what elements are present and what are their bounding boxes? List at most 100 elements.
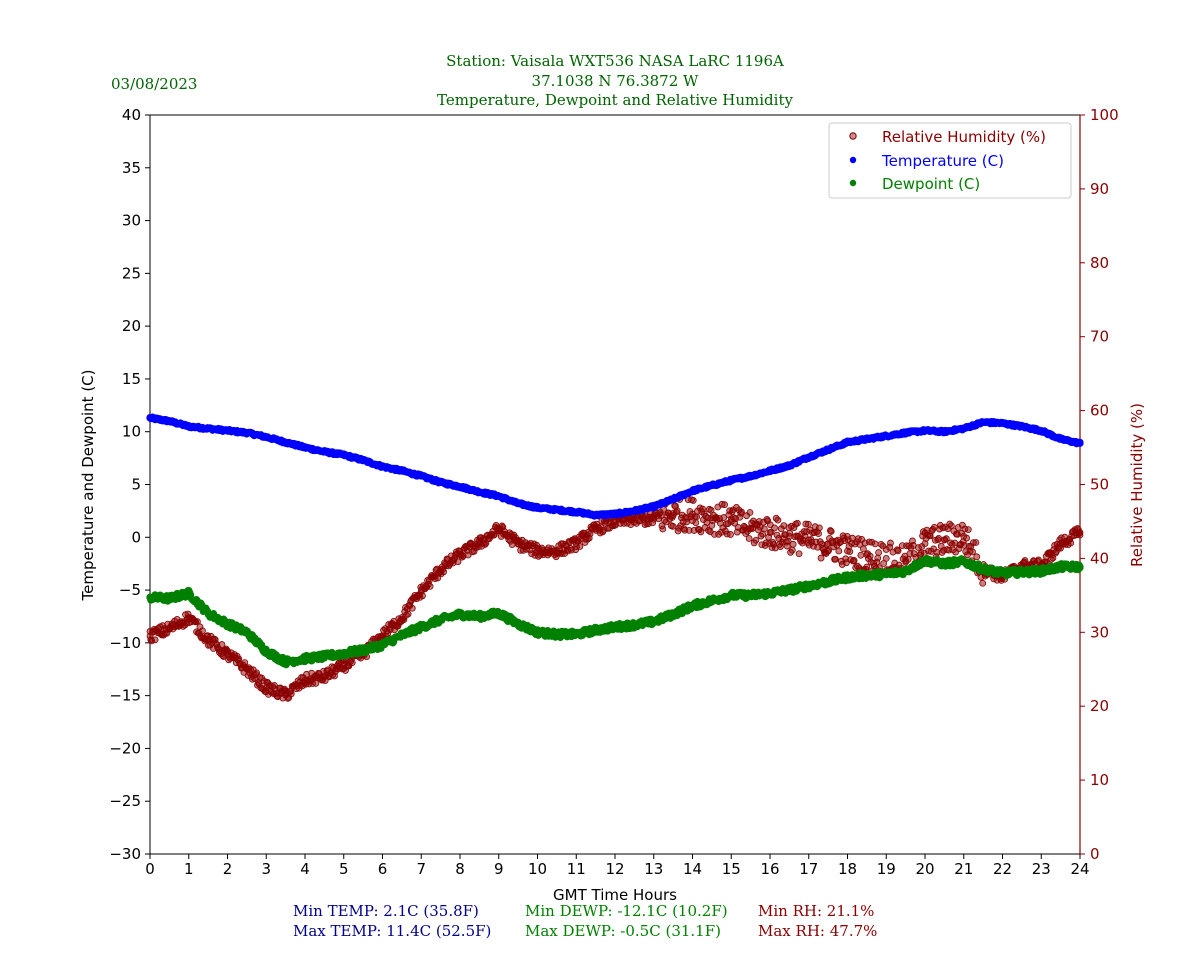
- y-tick-label: 15: [122, 370, 141, 388]
- rh-point: [815, 524, 823, 532]
- legend-dewpoint-label: Dewpoint (C): [882, 175, 980, 193]
- rh-point: [793, 519, 801, 527]
- rh-tick-label: 20: [1090, 697, 1109, 715]
- rh-point: [804, 520, 812, 528]
- rh-axis-ticks: 0 10 20 30 40 50 60 70 80 90 100: [1080, 106, 1119, 863]
- min-temp-stat: Min TEMP: 2.1C (35.8F): [293, 902, 479, 920]
- rh-point: [689, 497, 697, 504]
- rh-point: [724, 520, 732, 527]
- chart-title: Temperature, Dewpoint and Relative Humid…: [437, 91, 793, 109]
- x-tick-label: 15: [722, 860, 741, 878]
- y-tick-label: 30: [122, 212, 141, 230]
- x-tick-label: 13: [644, 860, 663, 878]
- rh-point: [253, 669, 261, 677]
- x-tick-label: 7: [416, 860, 426, 878]
- rh-point: [979, 579, 987, 587]
- rh-point: [789, 540, 797, 548]
- y-tick-label: 20: [122, 317, 141, 335]
- rh-point: [760, 525, 768, 533]
- rh-point: [440, 568, 448, 576]
- rh-point: [866, 552, 874, 560]
- x-tick-label: 17: [799, 860, 818, 878]
- x-tick-label: 1: [184, 860, 194, 878]
- rh-point: [784, 537, 792, 545]
- rh-point: [774, 516, 782, 524]
- x-tick-label: 24: [1070, 860, 1089, 878]
- rh-axis-label: Relative Humidity (%): [1128, 403, 1146, 567]
- rh-point: [151, 636, 159, 644]
- x-tick-label: 9: [494, 860, 504, 878]
- legend-temperature-label: Temperature (C): [881, 152, 1004, 170]
- temperature-point: [1076, 438, 1084, 446]
- rh-point: [1067, 539, 1075, 547]
- rh-point: [576, 543, 584, 550]
- y-tick-label: 0: [131, 528, 141, 546]
- rh-point: [827, 528, 835, 535]
- legend-rh-label: Relative Humidity (%): [882, 128, 1046, 146]
- x-axis-ticks: 0 1 2 3 4 5 6 7 8 9 10 11 12 13 14 15 16 17 18 19 20 21 22 23 24: [145, 854, 1090, 878]
- station-coordinates: 37.1038 N 76.3872 W: [532, 72, 699, 90]
- rh-tick-label: 60: [1090, 402, 1109, 420]
- rh-point: [312, 679, 320, 687]
- rh-point: [904, 555, 912, 563]
- y-axis-ticks: −30 −25 −20 −15 −10 −5 0 5 10 15 20 25 30 35 40: [109, 106, 150, 863]
- max-rh-stat: Max RH: 47.7%: [758, 922, 877, 940]
- rh-point: [1076, 531, 1084, 539]
- rh-point: [887, 539, 894, 547]
- x-tick-label: 20: [915, 860, 934, 878]
- rh-point: [880, 560, 888, 567]
- rh-point: [835, 547, 843, 555]
- rh-point: [817, 554, 825, 562]
- rh-point: [964, 526, 972, 533]
- x-tick-label: 5: [339, 860, 349, 878]
- rh-point: [692, 519, 700, 527]
- rh-point: [973, 553, 981, 561]
- rh-point: [894, 547, 902, 555]
- rh-point: [218, 641, 226, 648]
- rh-point: [697, 528, 705, 536]
- x-tick-label: 21: [954, 860, 973, 878]
- rh-point: [771, 524, 778, 532]
- x-tick-label: 19: [877, 860, 896, 878]
- rh-point: [832, 555, 839, 563]
- rh-point: [287, 690, 295, 698]
- rh-tick-label: 30: [1090, 623, 1109, 641]
- x-tick-label: 11: [567, 860, 586, 878]
- rh-series: [146, 496, 1084, 702]
- temperature-series: [146, 413, 1084, 520]
- rh-point: [746, 509, 754, 516]
- rh-tick-label: 80: [1090, 254, 1109, 272]
- rh-point: [659, 525, 667, 533]
- rh-point: [874, 554, 882, 562]
- y-tick-label: −25: [109, 792, 141, 810]
- plot-frame: [149, 114, 1081, 855]
- rh-tick-label: 40: [1090, 549, 1109, 567]
- min-rh-stat: Min RH: 21.1%: [758, 902, 874, 920]
- rh-point: [408, 604, 416, 612]
- x-tick-label: 16: [760, 860, 779, 878]
- rh-point: [942, 535, 950, 543]
- min-dewpoint-stat: Min DEWP: -12.1C (10.2F): [525, 902, 728, 920]
- x-tick-label: 22: [993, 860, 1012, 878]
- legend-temperature-marker: [849, 156, 857, 164]
- rh-point: [871, 540, 879, 548]
- rh-point: [935, 534, 943, 542]
- y-tick-label: −30: [109, 845, 141, 863]
- rh-point: [972, 539, 980, 546]
- legend-dewpoint-marker: [849, 179, 857, 187]
- rh-point: [738, 508, 745, 516]
- rh-point: [721, 501, 728, 509]
- rh-point: [720, 514, 728, 521]
- x-tick-label: 3: [261, 860, 271, 878]
- max-dewpoint-stat: Max DEWP: -0.5C (31.1F): [525, 922, 721, 940]
- rh-tick-label: 100: [1090, 106, 1119, 124]
- x-tick-label: 0: [145, 860, 155, 878]
- legend: Relative Humidity (%) Temperature (C) De…: [828, 122, 1072, 199]
- x-tick-label: 18: [838, 860, 857, 878]
- rh-point: [795, 550, 803, 558]
- rh-tick-label: 0: [1090, 845, 1100, 863]
- rh-tick-label: 10: [1090, 771, 1109, 789]
- rh-point: [727, 531, 734, 538]
- rh-point: [348, 659, 356, 666]
